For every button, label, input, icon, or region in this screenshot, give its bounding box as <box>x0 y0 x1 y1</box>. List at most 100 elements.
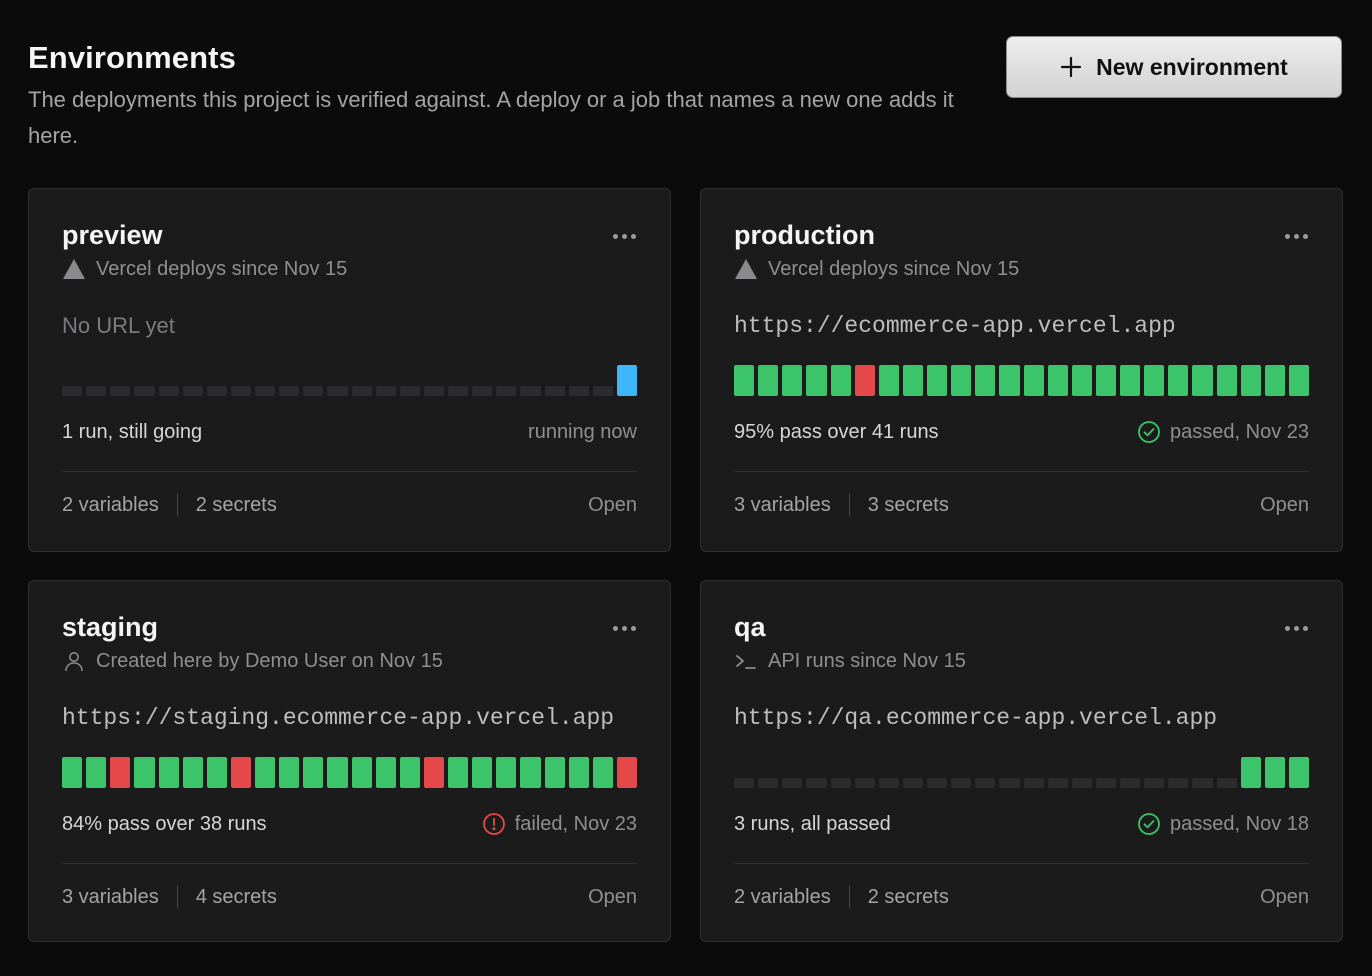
status-text: passed, Nov 23 <box>1170 421 1309 443</box>
environment-url[interactable]: https://qa.ecommerce-app.vercel.app <box>734 705 1218 731</box>
status-text: passed, Nov 18 <box>1170 813 1309 835</box>
open-link[interactable]: Open <box>1260 885 1309 908</box>
run-segment <box>878 365 899 396</box>
run-segment <box>1240 365 1261 396</box>
run-segment <box>1047 778 1068 788</box>
run-segment <box>544 386 565 396</box>
variables-count[interactable]: 3 variables <box>734 493 831 516</box>
terminal-icon <box>734 649 758 673</box>
run-segment <box>1192 365 1213 396</box>
run-history-bar <box>734 365 1309 396</box>
run-segment <box>734 365 755 396</box>
run-segment <box>448 757 469 788</box>
dot <box>1293 233 1299 239</box>
run-segment <box>830 365 851 396</box>
open-link[interactable]: Open <box>588 885 637 908</box>
dot <box>1302 625 1308 631</box>
triangle-icon <box>62 257 86 281</box>
run-segment <box>1168 778 1189 788</box>
secrets-count[interactable]: 2 secrets <box>195 493 277 516</box>
run-segment <box>230 386 251 396</box>
open-link[interactable]: Open <box>1260 493 1309 516</box>
run-history-bar <box>62 757 637 788</box>
plus-icon <box>1061 56 1082 78</box>
variables-count[interactable]: 2 variables <box>62 493 159 516</box>
divider <box>62 863 637 864</box>
dot <box>612 233 618 239</box>
secrets-count[interactable]: 4 secrets <box>195 885 277 908</box>
run-segment <box>1095 778 1116 788</box>
dot <box>1293 625 1299 631</box>
run-segment <box>592 757 613 788</box>
run-segment <box>399 757 420 788</box>
check-circle-icon <box>1137 420 1161 444</box>
run-segment <box>1071 778 1092 788</box>
run-segment <box>544 757 565 788</box>
run-segment <box>999 778 1020 788</box>
run-segment <box>1240 757 1261 788</box>
environment-url[interactable]: https://ecommerce-app.vercel.app <box>734 313 1176 339</box>
run-segment <box>327 386 348 396</box>
divider <box>734 471 1309 472</box>
card-footer: 3 variables 4 secrets Open <box>62 883 637 911</box>
run-segment <box>616 757 637 788</box>
run-segment <box>423 386 444 396</box>
run-segment <box>375 757 396 788</box>
run-segment <box>1023 365 1044 396</box>
run-segment <box>399 386 420 396</box>
run-segment <box>1023 778 1044 788</box>
run-segment <box>758 778 779 788</box>
open-link[interactable]: Open <box>588 493 637 516</box>
page-header: Environments The deployments this projec… <box>28 36 988 154</box>
run-segment <box>86 757 107 788</box>
variables-count[interactable]: 3 variables <box>62 885 159 908</box>
source-text: API runs since Nov 15 <box>768 649 966 672</box>
dot <box>630 625 636 631</box>
run-segment <box>375 386 396 396</box>
check-circle-icon <box>1137 812 1161 836</box>
more-options-button[interactable] <box>1279 223 1313 249</box>
run-segment <box>351 386 372 396</box>
run-history-bar <box>62 365 637 396</box>
run-segment <box>975 778 996 788</box>
run-segment <box>782 365 803 396</box>
card-footer: 3 variables 3 secrets Open <box>734 491 1309 519</box>
dot <box>612 625 618 631</box>
secrets-count[interactable]: 3 secrets <box>867 493 949 516</box>
source-text: Created here by Demo User on Nov 15 <box>96 649 443 672</box>
run-segment <box>230 757 251 788</box>
environment-source: Vercel deploys since Nov 15 <box>734 255 1019 283</box>
run-history-bar <box>734 757 1309 788</box>
run-segment <box>327 757 348 788</box>
new-environment-button[interactable]: New environment <box>1006 36 1342 98</box>
run-segment <box>182 386 203 396</box>
run-segment <box>62 386 83 396</box>
run-segment <box>1288 365 1309 396</box>
run-segment <box>927 778 948 788</box>
more-options-button[interactable] <box>607 223 641 249</box>
new-environment-label: New environment <box>1096 53 1288 80</box>
more-options-button[interactable] <box>1279 615 1313 641</box>
run-segment <box>1120 778 1141 788</box>
run-segment <box>1144 365 1165 396</box>
run-segment <box>303 757 324 788</box>
run-segment <box>806 778 827 788</box>
run-summary: 95% pass over 41 runs <box>734 421 939 443</box>
secrets-count[interactable]: 2 secrets <box>867 885 949 908</box>
run-segment <box>1216 365 1237 396</box>
more-options-button[interactable] <box>607 615 641 641</box>
run-segment <box>472 386 493 396</box>
run-segment <box>902 778 923 788</box>
variables-count[interactable]: 2 variables <box>734 885 831 908</box>
run-segment <box>782 778 803 788</box>
environment-source: Created here by Demo User on Nov 15 <box>62 647 443 675</box>
card-footer: 2 variables 2 secrets Open <box>734 883 1309 911</box>
run-segment <box>472 757 493 788</box>
last-run-status: passed, Nov 23 <box>1137 419 1309 445</box>
run-segment <box>568 386 589 396</box>
divider <box>62 471 637 472</box>
dot <box>1284 625 1290 631</box>
environment-url[interactable]: https://staging.ecommerce-app.vercel.app <box>62 705 615 731</box>
environment-card: staging Created here by Demo User on Nov… <box>28 580 671 942</box>
run-segment <box>520 757 541 788</box>
